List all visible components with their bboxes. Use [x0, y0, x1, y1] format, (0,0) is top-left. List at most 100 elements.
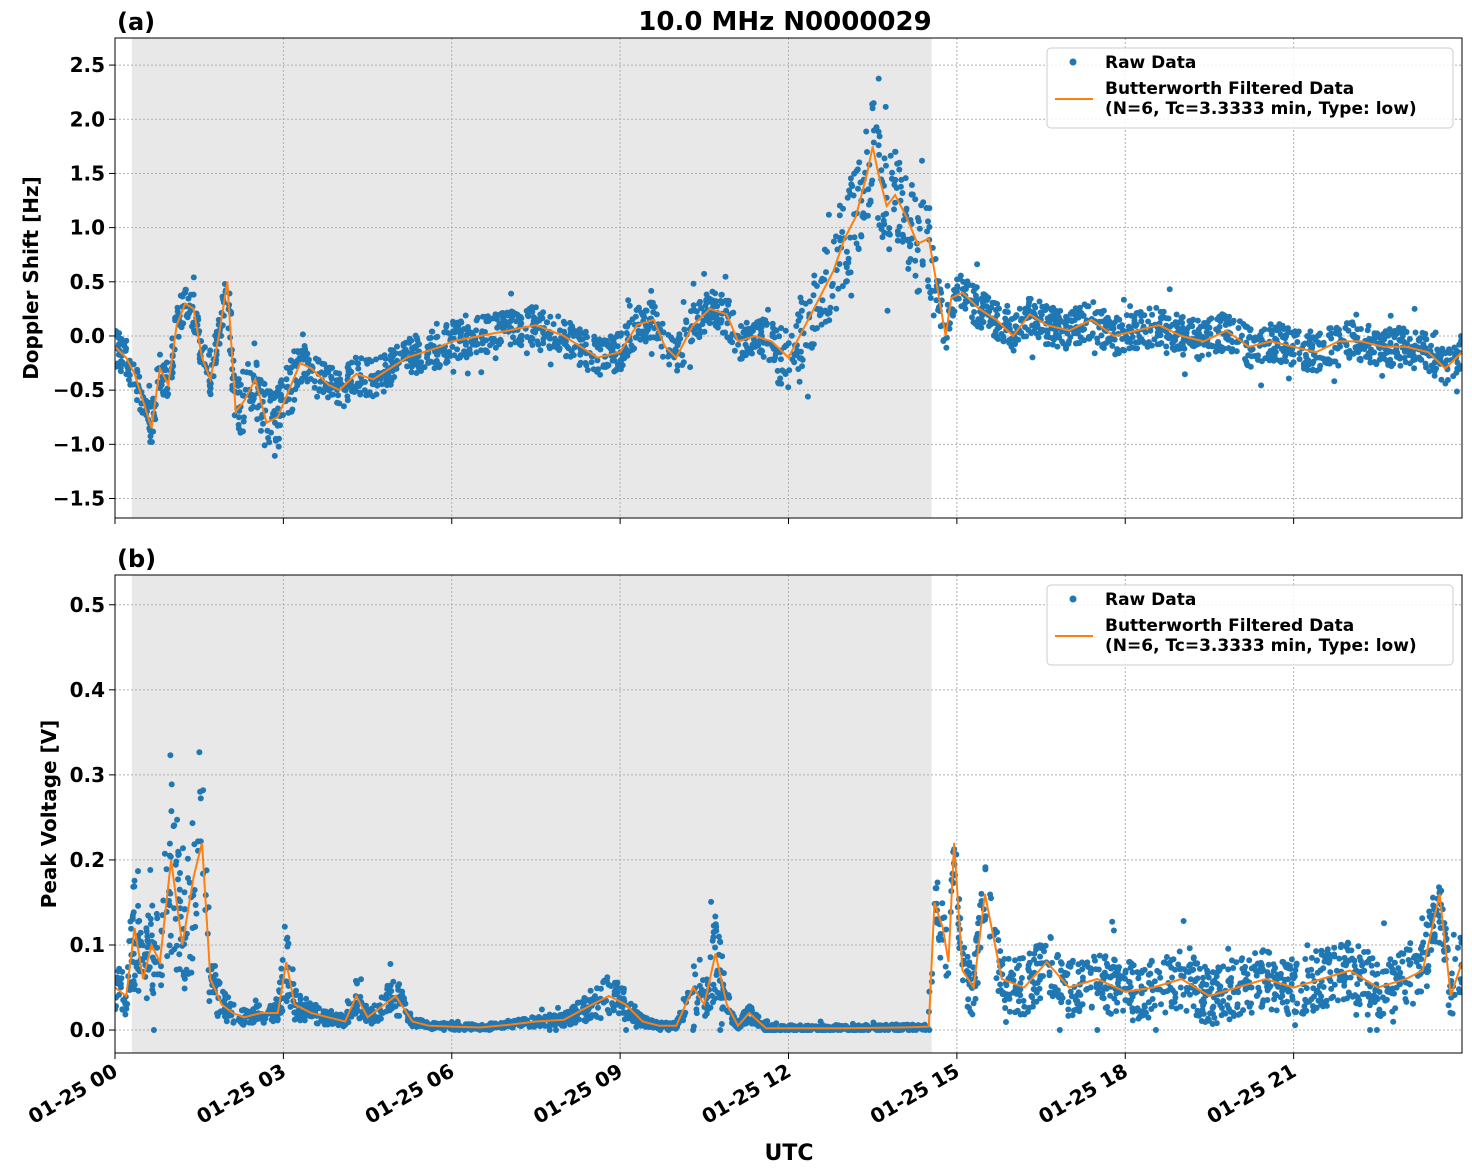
raw-data-point: [954, 283, 960, 289]
raw-data-point: [578, 350, 584, 356]
raw-data-point: [988, 321, 994, 327]
raw-data-point: [782, 344, 788, 350]
raw-data-point: [461, 326, 467, 332]
raw-data-point: [1092, 350, 1098, 356]
raw-data-point: [694, 1010, 700, 1016]
raw-data-point: [636, 305, 642, 311]
raw-data-point: [1329, 350, 1335, 356]
raw-data-point: [455, 355, 461, 361]
raw-data-point: [705, 315, 711, 321]
raw-data-point: [1297, 356, 1303, 362]
raw-data-point: [1419, 943, 1425, 949]
raw-data-point: [871, 140, 877, 146]
raw-data-point: [1246, 957, 1252, 963]
raw-data-point: [925, 218, 931, 224]
raw-data-point: [1247, 1004, 1253, 1010]
raw-data-point: [873, 125, 879, 131]
raw-data-point: [702, 329, 708, 335]
raw-data-point: [529, 342, 535, 348]
raw-data-point: [1331, 952, 1337, 958]
raw-data-point: [620, 353, 626, 359]
raw-data-point: [744, 320, 750, 326]
raw-data-point: [1327, 969, 1333, 975]
raw-data-point: [1184, 969, 1190, 975]
raw-data-point: [1255, 336, 1261, 342]
raw-data-point: [809, 345, 815, 351]
raw-data-point: [546, 343, 552, 349]
raw-data-point: [1353, 312, 1359, 318]
raw-data-point: [116, 335, 122, 341]
raw-data-point: [1201, 342, 1207, 348]
raw-data-point: [687, 364, 693, 370]
raw-data-point: [191, 274, 197, 280]
raw-data-point: [1108, 325, 1114, 331]
raw-data-point: [483, 349, 489, 355]
raw-data-point: [676, 331, 682, 337]
raw-data-point: [1075, 340, 1081, 346]
raw-data-point: [1381, 920, 1387, 926]
raw-data-point: [1001, 338, 1007, 344]
raw-data-point: [713, 298, 719, 304]
raw-data-point: [1328, 995, 1334, 1001]
raw-data-point: [1249, 1010, 1255, 1016]
raw-data-point: [878, 167, 884, 173]
raw-data-point: [1226, 995, 1232, 1001]
raw-data-point: [636, 330, 642, 336]
raw-data-point: [282, 924, 288, 930]
raw-data-point: [839, 229, 845, 235]
raw-data-point: [552, 336, 558, 342]
raw-data-point: [125, 367, 131, 373]
raw-data-point: [1213, 326, 1219, 332]
raw-data-point: [1223, 335, 1229, 341]
raw-data-point: [915, 289, 921, 295]
raw-data-point: [920, 199, 926, 205]
raw-data-point: [712, 945, 718, 951]
raw-data-point: [446, 349, 452, 355]
raw-data-point: [1126, 324, 1132, 330]
raw-data-point: [1346, 352, 1352, 358]
raw-data-point: [754, 319, 760, 325]
raw-data-point: [381, 389, 387, 395]
raw-data-point: [1248, 326, 1254, 332]
raw-data-point: [1194, 354, 1200, 360]
raw-data-point: [1427, 914, 1433, 920]
raw-data-point: [882, 155, 888, 161]
raw-data-point: [1037, 299, 1043, 305]
raw-data-point: [1349, 319, 1355, 325]
raw-data-point: [241, 414, 247, 420]
raw-data-point: [1001, 956, 1007, 962]
raw-data-point: [1058, 959, 1064, 965]
raw-data-point: [1167, 286, 1173, 292]
raw-data-point: [1360, 991, 1366, 997]
y-tick-label: 1.0: [70, 216, 105, 240]
raw-data-point: [1338, 944, 1344, 950]
raw-data-point: [1173, 1006, 1179, 1012]
raw-data-point: [128, 926, 134, 932]
raw-data-point: [275, 423, 281, 429]
raw-data-point: [1301, 1003, 1307, 1009]
raw-data-point: [1365, 327, 1371, 333]
raw-data-point: [1210, 1004, 1216, 1010]
raw-data-point: [674, 368, 680, 374]
raw-data-point: [847, 191, 853, 197]
raw-data-point: [940, 338, 946, 344]
raw-data-point: [1291, 352, 1297, 358]
raw-data-point: [1402, 355, 1408, 361]
raw-data-point: [917, 226, 923, 232]
raw-data-point: [1076, 989, 1082, 995]
raw-data-point: [698, 305, 704, 311]
raw-data-point: [1189, 340, 1195, 346]
raw-data-point: [353, 355, 359, 361]
raw-data-point: [1186, 963, 1192, 969]
raw-data-point: [876, 222, 882, 228]
raw-data-point: [185, 311, 191, 317]
raw-data-point: [1236, 325, 1242, 331]
raw-data-point: [1357, 954, 1363, 960]
raw-data-point: [435, 361, 441, 367]
raw-data-point: [830, 293, 836, 299]
raw-data-point: [1249, 965, 1255, 971]
raw-data-point: [974, 261, 980, 267]
raw-data-point: [245, 361, 251, 367]
raw-data-point: [1191, 956, 1197, 962]
